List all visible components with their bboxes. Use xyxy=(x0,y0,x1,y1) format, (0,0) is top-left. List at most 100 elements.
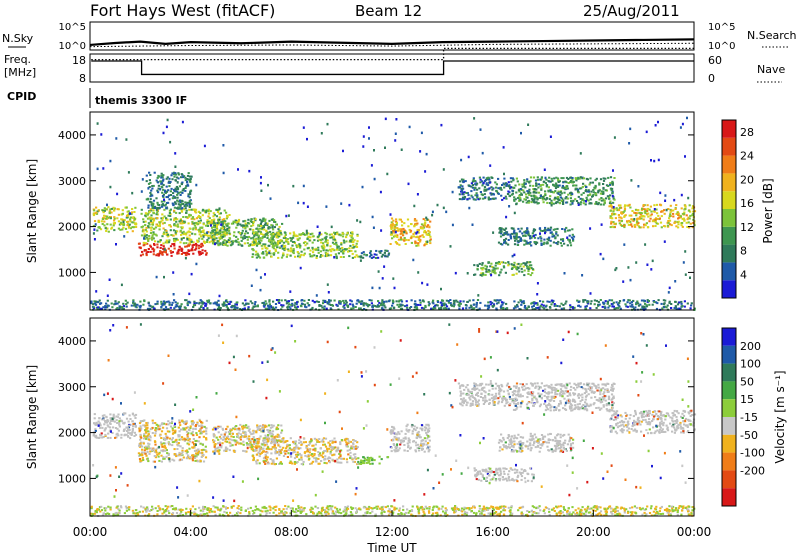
power-cell xyxy=(669,211,672,214)
power-cell xyxy=(264,273,266,276)
velocity-cell xyxy=(235,425,238,427)
power-cell xyxy=(679,126,682,129)
power-cell xyxy=(482,272,485,275)
velocity-cell xyxy=(242,430,245,433)
power-cell xyxy=(474,183,477,186)
power-cell xyxy=(405,300,408,303)
power-cell xyxy=(258,256,262,259)
power-cell xyxy=(235,219,238,222)
velocity-cell xyxy=(265,441,268,444)
power-cell xyxy=(529,235,532,238)
power-cell xyxy=(320,304,323,307)
power-cell xyxy=(174,172,177,175)
power-cell xyxy=(166,218,169,221)
velocity-cell xyxy=(262,427,265,430)
velocity-cell xyxy=(184,420,187,423)
power-cell xyxy=(382,303,385,306)
power-cell xyxy=(408,125,411,129)
power-cell xyxy=(611,190,614,193)
power-cell xyxy=(617,307,620,309)
power-cell xyxy=(340,250,343,253)
power-cell xyxy=(406,218,410,221)
power-cell xyxy=(102,210,105,213)
power-cell xyxy=(391,224,394,227)
velocity-cell xyxy=(167,420,170,423)
power-cell xyxy=(169,140,172,144)
colorbar-swatch xyxy=(722,262,736,281)
power-cell xyxy=(680,207,683,210)
power-cell xyxy=(96,122,99,125)
velocity-cell xyxy=(93,413,96,416)
power-cell xyxy=(177,192,180,194)
power-cell xyxy=(650,210,653,213)
velocity-cell xyxy=(141,445,144,448)
power-cell xyxy=(151,223,154,226)
power-cell xyxy=(618,209,621,211)
power-cell xyxy=(620,219,623,222)
power-cell xyxy=(266,304,270,307)
velocity-cell xyxy=(252,432,255,435)
velocity-cell xyxy=(248,443,251,446)
power-cell xyxy=(283,247,286,250)
power-cell xyxy=(513,196,516,199)
power-cell xyxy=(215,233,218,236)
power-cell xyxy=(200,243,203,246)
power-cell xyxy=(508,205,511,208)
power-cell xyxy=(171,202,174,205)
power-cell xyxy=(268,299,271,302)
power-cell xyxy=(142,241,145,244)
power-cell xyxy=(609,215,612,218)
power-cell xyxy=(305,232,308,234)
velocity-cell xyxy=(260,429,263,432)
power-cell xyxy=(167,300,170,303)
power-cell xyxy=(170,234,173,236)
power-cell xyxy=(187,300,190,303)
power-cell xyxy=(458,186,461,189)
velocity-cell xyxy=(226,425,229,428)
power-cell xyxy=(667,208,670,210)
power-cell xyxy=(184,176,187,179)
power-cell xyxy=(543,238,546,241)
power-cell xyxy=(269,252,272,255)
power-cell xyxy=(520,303,523,306)
power-cell xyxy=(585,177,588,180)
velocity-cell xyxy=(147,460,150,463)
power-cell xyxy=(510,268,514,270)
power-cell xyxy=(630,305,633,308)
velocity-cell xyxy=(163,437,166,440)
power-cell xyxy=(263,235,266,238)
power-cell xyxy=(491,197,494,200)
power-cell xyxy=(197,250,200,253)
power-cell xyxy=(290,237,293,240)
power-cell xyxy=(377,256,380,259)
power-cell xyxy=(172,192,175,195)
velocity-cell xyxy=(265,425,268,428)
power-cell xyxy=(434,304,437,307)
power-cell xyxy=(529,261,532,264)
power-cell xyxy=(134,305,137,308)
velocity-cell xyxy=(252,439,255,442)
power-cell xyxy=(404,243,407,245)
cpid-value: themis 3300 IF xyxy=(95,94,187,107)
power-cell xyxy=(321,238,324,241)
power-cell xyxy=(353,239,356,242)
power-cell xyxy=(466,198,469,201)
power-cell xyxy=(161,195,165,197)
velocity-cell xyxy=(215,436,218,439)
power-cell xyxy=(550,190,553,193)
power-cell xyxy=(105,302,108,305)
colorbar-swatch xyxy=(722,173,736,192)
velocity-cell xyxy=(157,452,160,455)
power-cell xyxy=(160,302,163,305)
power-cell xyxy=(172,271,175,274)
power-cell xyxy=(623,209,626,212)
power-cell xyxy=(528,242,531,245)
power-cell xyxy=(228,226,231,229)
velocity-cell xyxy=(94,423,97,426)
power-cell xyxy=(237,241,240,244)
power-cell xyxy=(560,244,563,247)
power-cell xyxy=(247,302,250,305)
power-cell xyxy=(311,306,314,309)
power-cell xyxy=(174,231,177,234)
power-cell xyxy=(633,218,636,221)
